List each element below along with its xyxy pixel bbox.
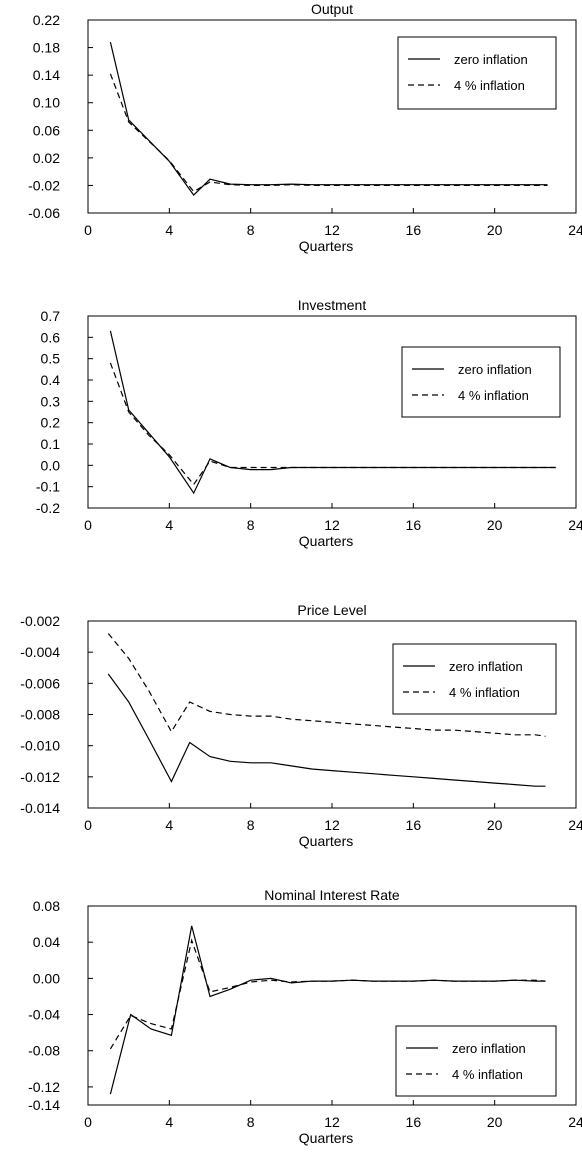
y-tick-label: -0.008 [20, 707, 60, 723]
x-tick-label: 8 [247, 222, 255, 238]
y-tick-label: 0.18 [33, 40, 60, 56]
y-tick-label: 0.2 [41, 415, 61, 431]
legend-entry-label: zero inflation [452, 1041, 526, 1056]
y-tick-label: -0.002 [20, 613, 60, 629]
legend-entry-label: 4 % inflation [454, 78, 525, 93]
series-line-zero-inflation [109, 330, 556, 495]
y-tick-label: -0.14 [28, 1097, 60, 1113]
y-tick-label: 0.7 [41, 308, 61, 324]
y-tick-label: -0.010 [20, 738, 60, 754]
legend: zero inflation 4 % inflation [392, 643, 557, 715]
x-axis-label: Quarters [299, 533, 353, 549]
y-tick-label: -0.014 [20, 800, 60, 816]
x-tick-label: 16 [406, 222, 422, 238]
x-tick-label: 4 [165, 222, 173, 238]
chart-title: Price Level [297, 602, 366, 618]
legend: zero inflation 4 % inflation [397, 36, 557, 110]
y-tick-label: 0.3 [41, 393, 61, 409]
series-line-four-percent-inflation [109, 73, 548, 193]
x-tick-label: 0 [84, 817, 92, 833]
legend: zero inflation 4 % inflation [395, 1025, 557, 1097]
y-tick-label: 0.0 [41, 457, 61, 473]
series-line-four-percent-inflation [109, 938, 546, 1050]
legend-box [392, 643, 557, 715]
y-tick-label: 0.5 [41, 351, 61, 367]
y-tick-label: 0.08 [33, 898, 60, 914]
x-axis-label: Quarters [299, 1130, 353, 1146]
x-tick-label: 24 [568, 1114, 582, 1130]
y-tick-label: 0.02 [33, 150, 60, 166]
x-tick-label: 20 [487, 517, 503, 533]
chart-title: Nominal Interest Rate [264, 887, 400, 903]
x-tick-label: 0 [84, 222, 92, 238]
x-tick-label: 24 [568, 817, 582, 833]
x-tick-label: 12 [324, 517, 340, 533]
x-tick-label: 0 [84, 1114, 92, 1130]
y-tick-label: -0.006 [20, 675, 60, 691]
y-tick-label: 0.04 [33, 934, 60, 950]
y-tick-label: 0.1 [41, 436, 61, 452]
y-tick-label: 0.00 [33, 970, 60, 986]
plot-frame [87, 19, 577, 214]
x-tick-label: 4 [165, 517, 173, 533]
series-line-four-percent-inflation [109, 362, 556, 486]
legend-box [397, 36, 557, 110]
x-tick-label: 16 [406, 517, 422, 533]
x-tick-label: 12 [324, 1114, 340, 1130]
y-tick-label: 0.4 [41, 372, 61, 388]
y-tick-label: 0.6 [41, 329, 61, 345]
x-tick-label: 8 [247, 517, 255, 533]
chart-title: Investment [298, 297, 367, 313]
series-line-zero-inflation [107, 673, 546, 787]
x-axis-label: Quarters [299, 238, 353, 254]
legend: zero inflation 4 % inflation [401, 346, 561, 418]
legend-entry-label: zero inflation [449, 659, 523, 674]
x-tick-label: 24 [568, 517, 582, 533]
x-tick-label: 8 [247, 817, 255, 833]
x-axis-label: Quarters [299, 833, 353, 849]
legend-entry-label: zero inflation [454, 52, 528, 67]
legend-entry-label: zero inflation [458, 362, 532, 377]
legend-box [395, 1025, 557, 1097]
x-tick-label: 4 [165, 1114, 173, 1130]
y-tick-label: 0.10 [33, 95, 60, 111]
chart-panel-4: Nominal Interest Rate 0.08 0.04 0.00 -0.04 -0… [28, 887, 582, 1146]
y-tick-label: -0.06 [28, 205, 60, 221]
y-tick-label: -0.1 [36, 479, 60, 495]
chart-panel-2: Investment 0.7 0.6 0.5 0.4 0.3 0.2 0.1 0.0 -0.1 -0… [36, 297, 582, 549]
chart-panel-1: Output 0.22 0.18 0.14 0.10 0.06 0.02 -0.02 -0.06… [28, 1, 582, 254]
y-tick-label: -0.08 [28, 1043, 60, 1059]
legend-entry-label: 4 % inflation [449, 685, 520, 700]
series-line-four-percent-inflation [107, 633, 546, 737]
x-tick-label: 20 [487, 222, 503, 238]
y-tick-label: -0.012 [20, 769, 60, 785]
x-tick-label: 8 [247, 1114, 255, 1130]
chart-title: Output [311, 1, 353, 17]
x-tick-label: 16 [406, 817, 422, 833]
y-tick-label: -0.04 [28, 1007, 60, 1023]
x-tick-label: 20 [487, 817, 503, 833]
x-tick-label: 24 [568, 222, 582, 238]
y-tick-label: -0.004 [20, 644, 60, 660]
y-tick-label: -0.02 [28, 177, 60, 193]
plot-frame [87, 315, 577, 509]
y-tick-label: -0.2 [36, 500, 60, 516]
x-tick-label: 4 [165, 817, 173, 833]
y-tick-label: 0.06 [33, 122, 60, 138]
x-tick-label: 12 [324, 817, 340, 833]
x-tick-label: 16 [406, 1114, 422, 1130]
legend-box [401, 346, 561, 418]
legend-entry-label: 4 % inflation [458, 388, 529, 403]
legend-entry-label: 4 % inflation [452, 1067, 523, 1082]
chart-panel-3: Price Level -0.002 -0.004 -0.006 -0.008 -0.01… [20, 602, 582, 849]
series-line-zero-inflation [109, 41, 548, 197]
y-tick-label: 0.14 [33, 67, 60, 83]
x-tick-label: 12 [324, 222, 340, 238]
x-tick-label: 0 [84, 517, 92, 533]
y-tick-label: -0.12 [28, 1079, 60, 1095]
y-tick-label: 0.22 [33, 12, 60, 28]
x-tick-label: 20 [487, 1114, 503, 1130]
